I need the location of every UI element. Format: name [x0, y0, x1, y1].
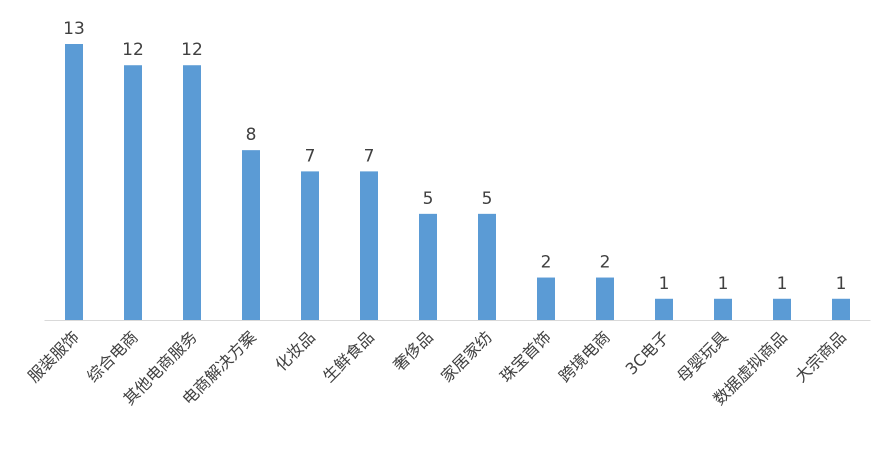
bar — [242, 150, 260, 320]
x-tick-label: 奢侈品 — [389, 327, 436, 374]
bar — [714, 298, 732, 320]
data-label: 13 — [63, 19, 85, 39]
bar — [124, 65, 142, 320]
data-label: 1 — [777, 274, 788, 294]
x-tick-label: 3C电子 — [622, 327, 673, 378]
data-label: 1 — [718, 274, 729, 294]
bar — [65, 44, 83, 320]
x-tick-label: 母婴玩具 — [673, 327, 732, 386]
data-label: 12 — [181, 40, 203, 60]
x-tick-label: 家居家纺 — [437, 327, 496, 386]
bar — [655, 298, 673, 320]
bar — [419, 213, 437, 320]
x-tick-label: 服装服饰 — [24, 327, 83, 386]
x-tick-label: 综合电商 — [83, 327, 142, 386]
data-label: 1 — [659, 274, 670, 294]
x-tick-label: 化妆品 — [271, 327, 318, 374]
data-label: 7 — [364, 146, 375, 166]
bar — [478, 213, 496, 320]
bar — [360, 171, 378, 320]
bar — [301, 171, 319, 320]
data-label: 12 — [122, 40, 144, 60]
data-label: 5 — [482, 189, 493, 209]
bar — [183, 65, 201, 320]
x-tick-label: 生鲜食品 — [319, 327, 378, 386]
x-tick-label: 珠宝首饰 — [496, 327, 555, 386]
bar — [537, 277, 555, 320]
data-label: 8 — [246, 125, 257, 145]
bar — [832, 298, 850, 320]
data-label: 1 — [836, 274, 847, 294]
bar — [596, 277, 614, 320]
data-label: 5 — [423, 189, 434, 209]
x-tick-label: 大宗商品 — [791, 327, 850, 386]
data-label: 7 — [305, 146, 316, 166]
data-label: 2 — [541, 253, 552, 273]
data-label: 2 — [600, 253, 611, 273]
bar — [773, 298, 791, 320]
x-tick-label: 跨境电商 — [555, 327, 614, 386]
